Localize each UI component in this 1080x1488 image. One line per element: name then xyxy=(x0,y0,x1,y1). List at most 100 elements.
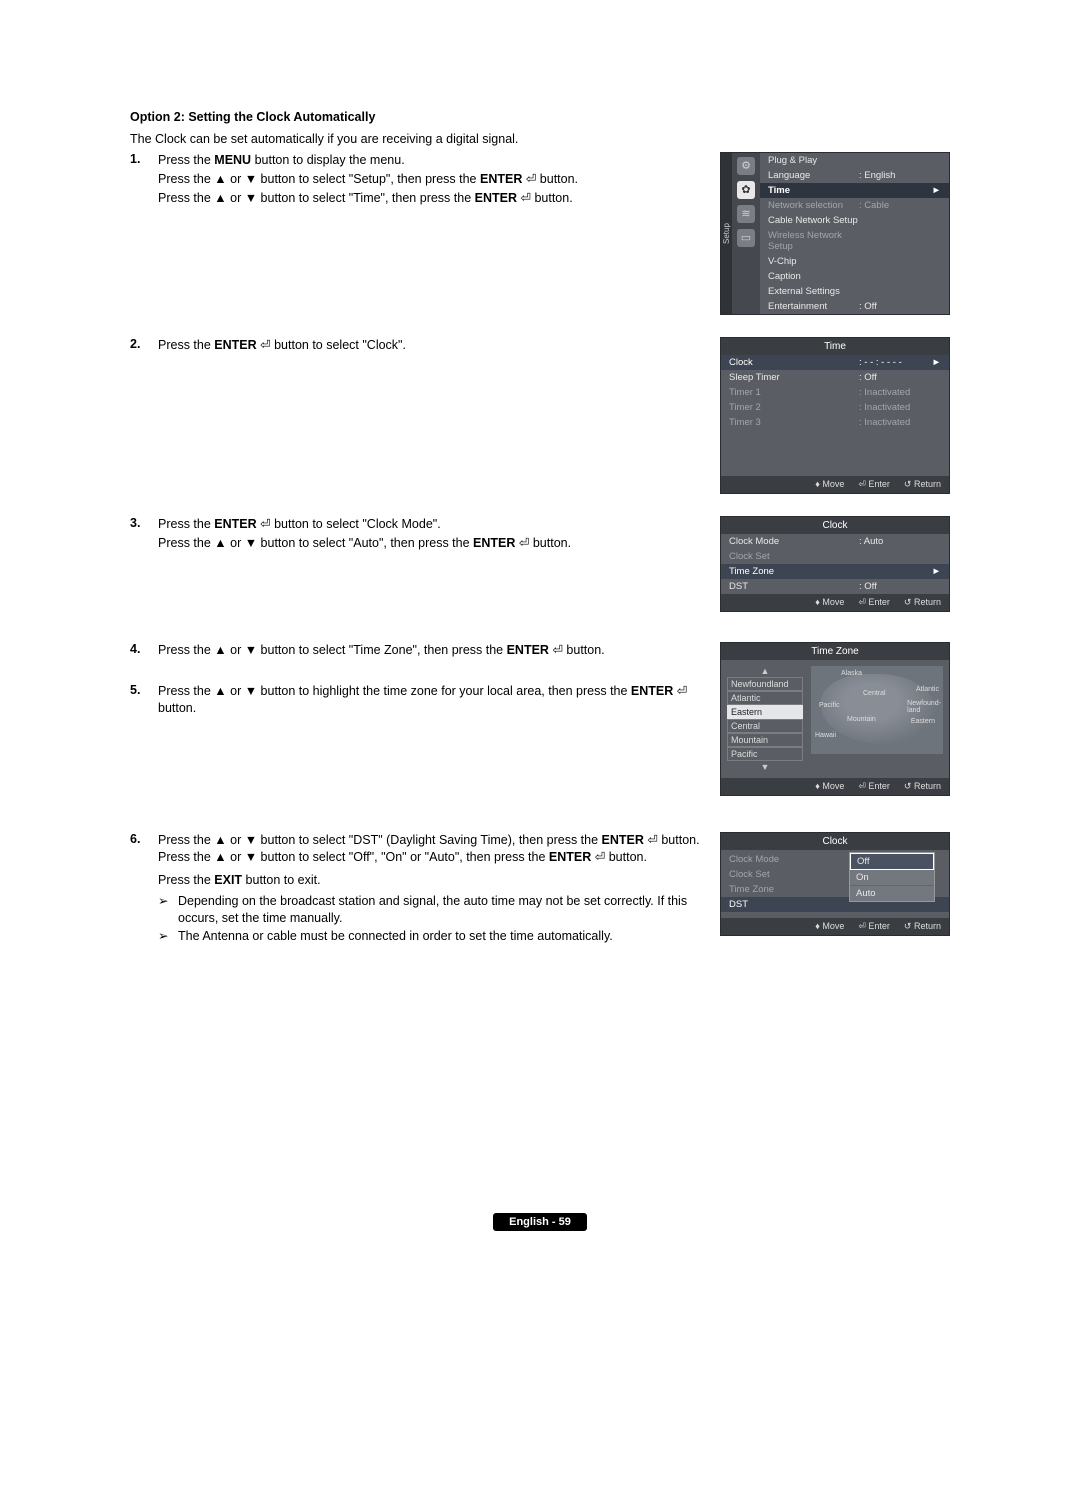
enter-icon: ⏎ xyxy=(260,338,270,352)
enter-label: ENTER xyxy=(507,643,549,657)
menu-item-label: Wireless Network Setup xyxy=(768,230,859,252)
enter-label: ENTER xyxy=(602,833,644,847)
text: Press the ▲ or ▼ button to select "Time"… xyxy=(158,191,475,205)
map-label: Pacific xyxy=(819,702,840,709)
note-marker-icon: ➢ xyxy=(158,928,172,945)
menu-row: External Settings xyxy=(760,284,949,299)
menu-row: Time Zone► xyxy=(721,564,949,579)
step-1: 1. Press the MENU button to display the … xyxy=(130,152,702,209)
move-hint: ♦ Move xyxy=(815,479,844,490)
menu-row: Timer 2: Inactivated xyxy=(721,400,949,415)
note-text: The Antenna or cable must be connected i… xyxy=(178,928,613,945)
menu-row: Entertainment: Off xyxy=(760,299,949,314)
enter-hint: ⏎ Enter xyxy=(858,921,890,932)
menu-item-label: Clock Mode xyxy=(729,536,859,547)
dst-options-popup: OffOnAuto xyxy=(849,852,935,902)
menu-item-value: : Auto xyxy=(859,536,931,547)
map-label: Atlantic xyxy=(916,686,939,693)
page-footer: English - 59 xyxy=(130,1213,950,1231)
setup-icon-rail: ⚙ ✿ ≋ ▭ xyxy=(732,153,760,314)
text: Press the ▲ or ▼ button to select "Auto"… xyxy=(158,536,473,550)
text: Press the xyxy=(158,338,214,352)
dst-option: On xyxy=(850,870,934,886)
enter-label: ENTER xyxy=(214,338,256,352)
map-label: Mountain xyxy=(847,716,876,723)
menu-title: Clock xyxy=(721,833,949,850)
move-hint: ♦ Move xyxy=(815,921,844,932)
enter-icon: ⏎ xyxy=(260,517,270,531)
menu-row: Timer 1: Inactivated xyxy=(721,385,949,400)
enter-label: ENTER xyxy=(473,536,515,550)
return-hint: ↺ Return xyxy=(904,921,941,932)
enter-hint: ⏎ Enter xyxy=(858,479,890,490)
menu-item-value: : Off xyxy=(859,581,931,592)
note-line: ➢ Depending on the broadcast station and… xyxy=(158,893,702,927)
setup-tab-label: Setup xyxy=(721,153,732,314)
up-arrow-icon: ▲ xyxy=(727,666,803,676)
timezone-item: Eastern xyxy=(727,705,803,719)
return-hint: ↺ Return xyxy=(904,781,941,792)
enter-icon: ⏎ xyxy=(526,172,536,186)
clock-menu-screenshot: Clock Clock Mode: AutoClock Set Time Zone… xyxy=(720,516,950,612)
menu-item-value: : Off xyxy=(859,372,931,383)
enter-hint: ⏎ Enter xyxy=(858,781,890,792)
arrow-icon: ► xyxy=(931,357,941,368)
menu-row: Sleep Timer: Off xyxy=(721,370,949,385)
menu-item-label: DST xyxy=(729,899,859,910)
move-hint: ♦ Move xyxy=(815,781,844,792)
section-heading: Option 2: Setting the Clock Automaticall… xyxy=(130,110,950,124)
enter-label: ENTER xyxy=(480,172,522,186)
text: Press the xyxy=(158,873,214,887)
text: button. xyxy=(536,172,578,186)
text: button. xyxy=(531,191,573,205)
menu-title: Clock xyxy=(721,517,949,534)
return-hint: ↺ Return xyxy=(904,597,941,608)
enter-icon: ⏎ xyxy=(521,191,531,205)
menu-row: Network selection: Cable xyxy=(760,198,949,213)
text: button to select "Clock Mode". xyxy=(271,517,441,531)
menu-item-label: Clock xyxy=(729,357,859,368)
menu-item-label: V-Chip xyxy=(768,256,859,267)
enter-label: ENTER xyxy=(549,850,591,864)
text: Press the ▲ or ▼ button to select "Time … xyxy=(158,643,507,657)
menu-item-label: Clock Set xyxy=(729,869,859,880)
enter-icon: ⏎ xyxy=(647,833,657,847)
intro-text: The Clock can be set automatically if yo… xyxy=(130,132,950,146)
text: button to select "Clock". xyxy=(271,338,406,352)
step-number: 3. xyxy=(130,516,158,554)
text: button. xyxy=(529,536,571,550)
text: button. xyxy=(605,850,647,864)
menu-row: Cable Network Setup xyxy=(760,213,949,228)
step-number: 2. xyxy=(130,337,158,356)
text: button. xyxy=(158,701,196,715)
menu-item-value: : Inactivated xyxy=(859,417,931,428)
text: Press the ▲ or ▼ button to select "Setup… xyxy=(158,172,480,186)
menu-item-label: Caption xyxy=(768,271,859,282)
enter-icon: ⏎ xyxy=(677,684,687,698)
menu-item-label: Clock Mode xyxy=(729,854,859,865)
timezone-item: Newfoundland xyxy=(727,677,803,691)
timezone-map: Alaska Pacific Central Atlantic Mountain… xyxy=(811,666,943,754)
menu-item-value: : - - : - - - - xyxy=(859,357,931,368)
step-number: 4. xyxy=(130,642,158,661)
step-number: 6. xyxy=(130,832,158,947)
step-number: 5. xyxy=(130,683,158,719)
menu-item-label: Language xyxy=(768,170,859,181)
menu-item-label: Entertainment xyxy=(768,301,859,312)
menu-item-label: Time Zone xyxy=(729,884,859,895)
step-4: 4. Press the ▲ or ▼ button to select "Ti… xyxy=(130,642,702,661)
menu-item-label: Clock Set xyxy=(729,551,859,562)
text: button. xyxy=(563,643,605,657)
menu-item-value: : Inactivated xyxy=(859,387,931,398)
menu-item-label: Timer 3 xyxy=(729,417,859,428)
menu-row: Caption xyxy=(760,269,949,284)
menu-row: Timer 3: Inactivated xyxy=(721,415,949,430)
timezone-item: Pacific xyxy=(727,747,803,761)
map-label: Alaska xyxy=(841,670,862,677)
menu-item-label: Plug & Play xyxy=(768,155,859,166)
timezone-item: Mountain xyxy=(727,733,803,747)
text: Press the xyxy=(158,517,214,531)
screen-icon: ▭ xyxy=(737,229,755,247)
menu-row: Language: English xyxy=(760,168,949,183)
timezone-menu-screenshot: Time Zone ▲ NewfoundlandAtlanticEasternC… xyxy=(720,642,950,796)
